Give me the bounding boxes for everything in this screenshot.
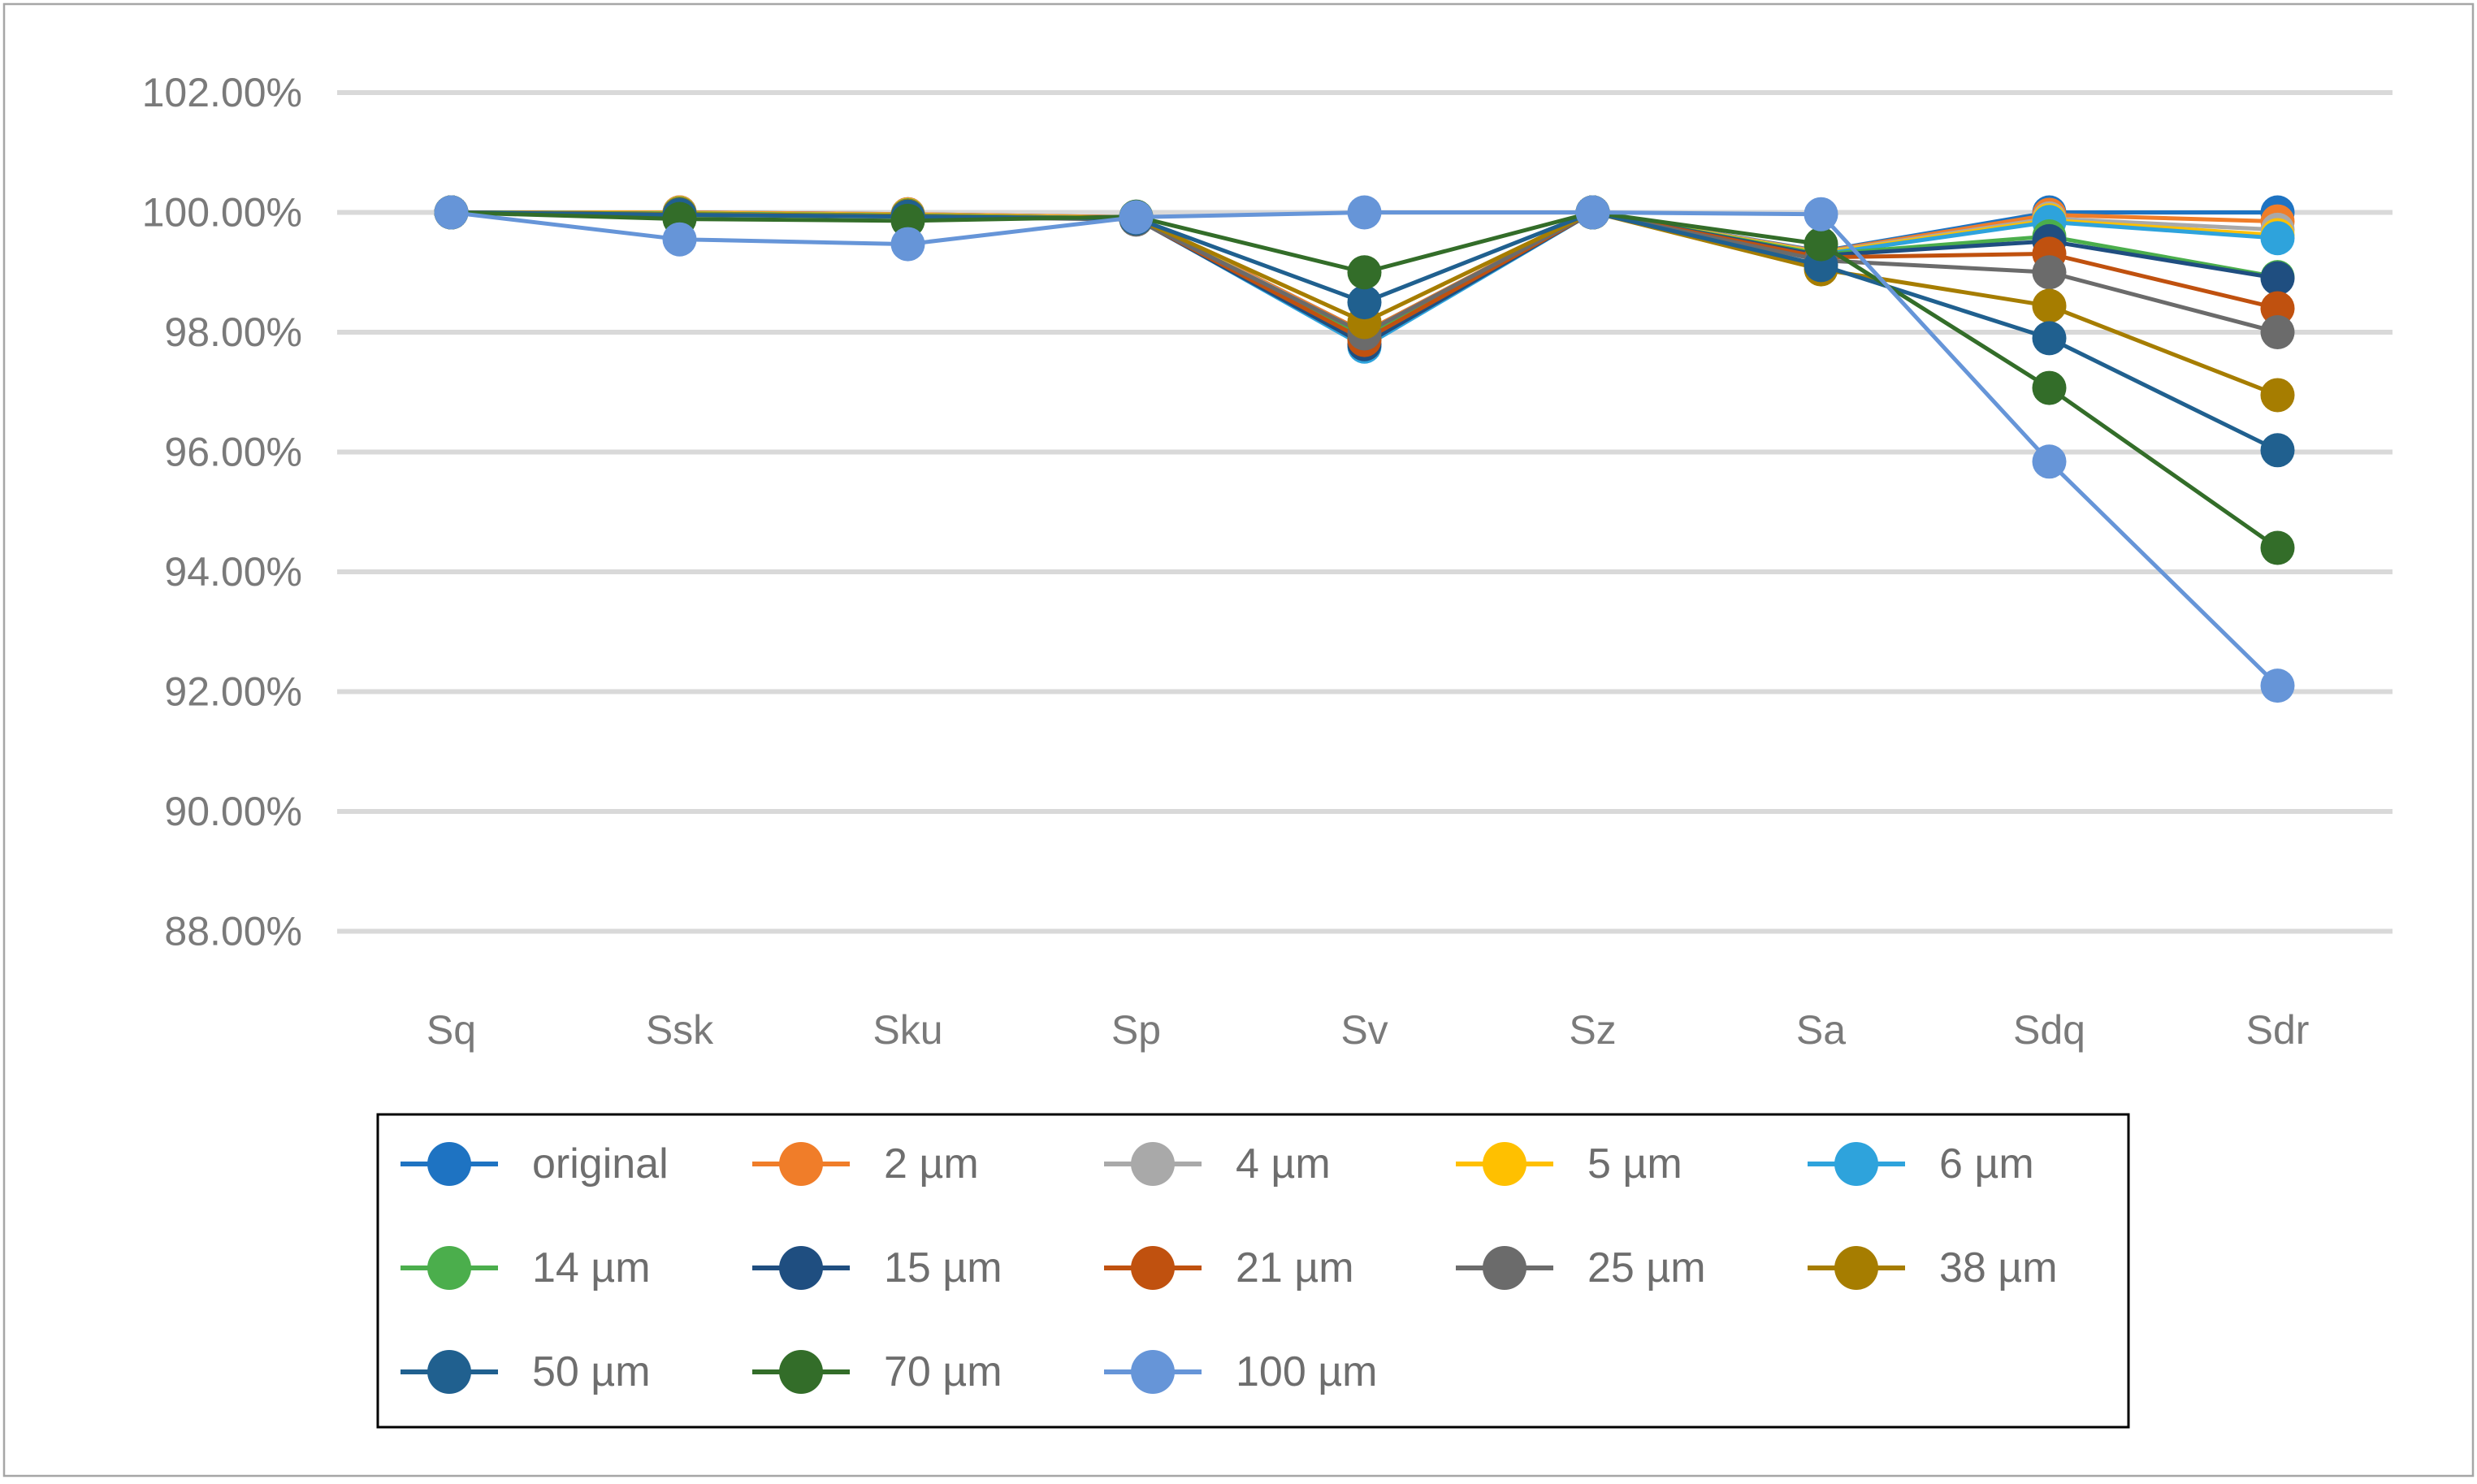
legend-marker-icon bbox=[1131, 1350, 1175, 1394]
y-tick-label: 88.00% bbox=[164, 909, 302, 954]
y-tick-label: 96.00% bbox=[164, 430, 302, 475]
data-point[interactable] bbox=[1347, 255, 1382, 290]
legend-label: 21 µm bbox=[1236, 1244, 1354, 1291]
data-point[interactable] bbox=[1575, 195, 1610, 230]
legend-label: 100 µm bbox=[1236, 1348, 1377, 1395]
data-point[interactable] bbox=[1119, 200, 1154, 235]
data-point[interactable] bbox=[1347, 285, 1382, 320]
data-point[interactable] bbox=[2260, 315, 2295, 349]
x-category-label: Sdq bbox=[2013, 1007, 2085, 1053]
legend-marker-icon bbox=[427, 1246, 471, 1290]
y-tick-label: 102.00% bbox=[142, 70, 302, 115]
x-category-label: Sz bbox=[1569, 1007, 1616, 1053]
legend-item-15-µm[interactable]: 15 µm bbox=[752, 1244, 1002, 1291]
legend-label: 14 µm bbox=[532, 1244, 651, 1291]
y-tick-label: 90.00% bbox=[164, 789, 302, 834]
legend-marker-icon bbox=[1131, 1142, 1175, 1186]
legend-item-5-µm[interactable]: 5 µm bbox=[1456, 1140, 1682, 1188]
legend-label: 25 µm bbox=[1587, 1244, 1706, 1291]
x-category-label: Ssk bbox=[646, 1007, 714, 1053]
legend-marker-icon bbox=[1834, 1246, 1878, 1290]
data-point[interactable] bbox=[434, 195, 469, 230]
data-point[interactable] bbox=[2032, 288, 2067, 323]
x-category-label: Sq bbox=[427, 1007, 476, 1053]
data-point[interactable] bbox=[2032, 444, 2067, 479]
legend-item-4-µm[interactable]: 4 µm bbox=[1104, 1140, 1331, 1188]
legend-label: 70 µm bbox=[884, 1348, 1002, 1395]
legend-item-25-µm[interactable]: 25 µm bbox=[1456, 1244, 1706, 1291]
data-point[interactable] bbox=[662, 222, 697, 257]
data-point[interactable] bbox=[1804, 227, 1838, 262]
legend-label: 38 µm bbox=[1939, 1244, 2058, 1291]
x-category-label: Sku bbox=[873, 1007, 942, 1053]
x-category-label: Sp bbox=[1111, 1007, 1161, 1053]
legend-marker-icon bbox=[1483, 1246, 1526, 1290]
data-point[interactable] bbox=[890, 203, 925, 238]
legend-item-original[interactable]: original bbox=[401, 1140, 669, 1188]
legend-label: original bbox=[532, 1140, 669, 1188]
data-point[interactable] bbox=[1347, 195, 1382, 230]
legend-label: 6 µm bbox=[1939, 1140, 2034, 1188]
legend-marker-icon bbox=[427, 1142, 471, 1186]
data-point[interactable] bbox=[2260, 530, 2295, 565]
legend-marker-icon bbox=[779, 1350, 823, 1394]
data-point[interactable] bbox=[2260, 668, 2295, 703]
legend-marker-icon bbox=[779, 1246, 823, 1290]
legend-marker-icon bbox=[1834, 1142, 1878, 1186]
data-point[interactable] bbox=[2260, 433, 2295, 468]
series-100-µm[interactable] bbox=[434, 195, 2295, 703]
data-point[interactable] bbox=[2260, 291, 2295, 326]
data-point[interactable] bbox=[890, 227, 925, 262]
legend-marker-icon bbox=[1483, 1142, 1526, 1186]
data-point[interactable] bbox=[1804, 197, 1838, 231]
legend-label: 4 µm bbox=[1236, 1140, 1331, 1188]
legend-item-38-µm[interactable]: 38 µm bbox=[1808, 1244, 2058, 1291]
legend-marker-icon bbox=[779, 1142, 823, 1186]
legend-item-21-µm[interactable]: 21 µm bbox=[1104, 1244, 1354, 1291]
legend-marker-icon bbox=[427, 1350, 471, 1394]
data-point[interactable] bbox=[2032, 321, 2067, 356]
legend-item-100-µm[interactable]: 100 µm bbox=[1104, 1348, 1377, 1395]
legend-item-50-µm[interactable]: 50 µm bbox=[401, 1348, 651, 1395]
y-tick-label: 92.00% bbox=[164, 669, 302, 715]
legend-marker-icon bbox=[1131, 1246, 1175, 1290]
x-category-label: Sv bbox=[1340, 1007, 1388, 1053]
legend-label: 2 µm bbox=[884, 1140, 979, 1188]
legend-item-14-µm[interactable]: 14 µm bbox=[401, 1244, 651, 1291]
legend-label: 50 µm bbox=[532, 1348, 651, 1395]
y-tick-label: 98.00% bbox=[164, 309, 302, 355]
legend-label: 5 µm bbox=[1587, 1140, 1682, 1188]
data-point[interactable] bbox=[2032, 255, 2067, 290]
legend-item-6-µm[interactable]: 6 µm bbox=[1808, 1140, 2034, 1188]
legend-label: 15 µm bbox=[884, 1244, 1002, 1291]
y-tick-label: 100.00% bbox=[142, 190, 302, 236]
data-point[interactable] bbox=[2260, 261, 2295, 296]
x-category-label: Sdr bbox=[2246, 1007, 2310, 1053]
legend-item-2-µm[interactable]: 2 µm bbox=[752, 1140, 979, 1188]
data-point[interactable] bbox=[2032, 370, 2067, 405]
data-point[interactable] bbox=[2260, 221, 2295, 256]
legend-item-70-µm[interactable]: 70 µm bbox=[752, 1348, 1002, 1395]
data-point[interactable] bbox=[2260, 378, 2295, 413]
y-tick-label: 94.00% bbox=[164, 549, 302, 595]
x-category-label: Sa bbox=[1796, 1007, 1846, 1053]
